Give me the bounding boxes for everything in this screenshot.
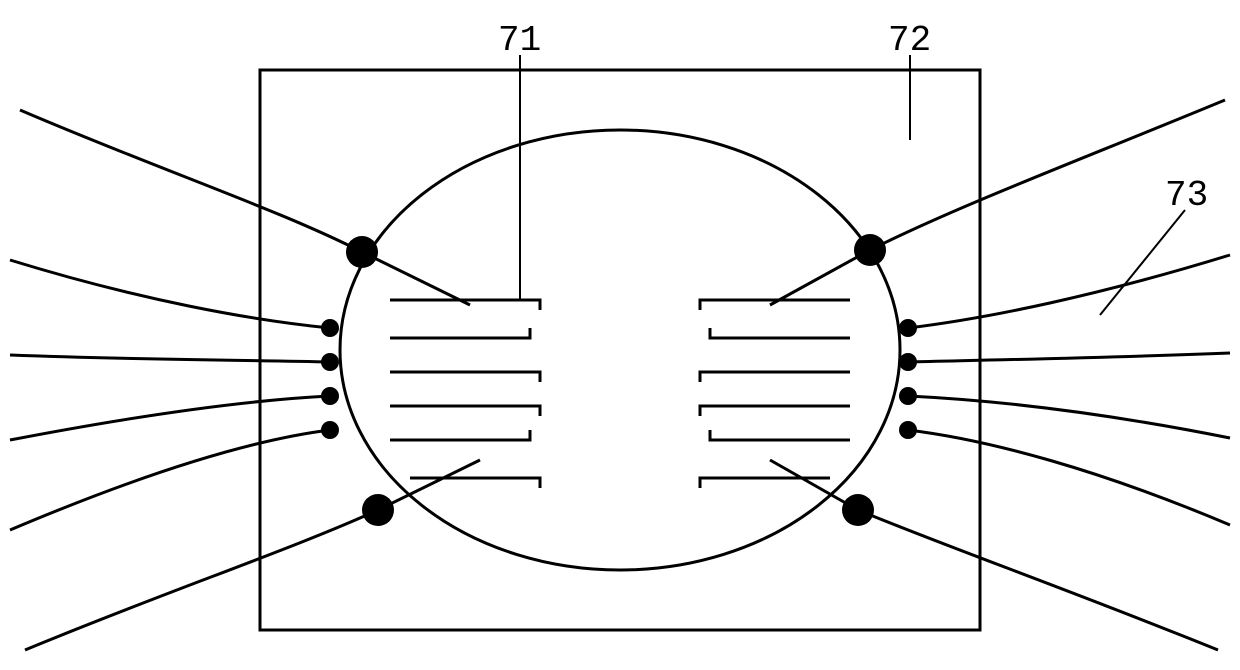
label-71: 71 bbox=[498, 20, 541, 61]
diagram-svg bbox=[0, 0, 1240, 670]
label-72: 72 bbox=[888, 20, 931, 61]
label-73: 73 bbox=[1165, 175, 1208, 216]
